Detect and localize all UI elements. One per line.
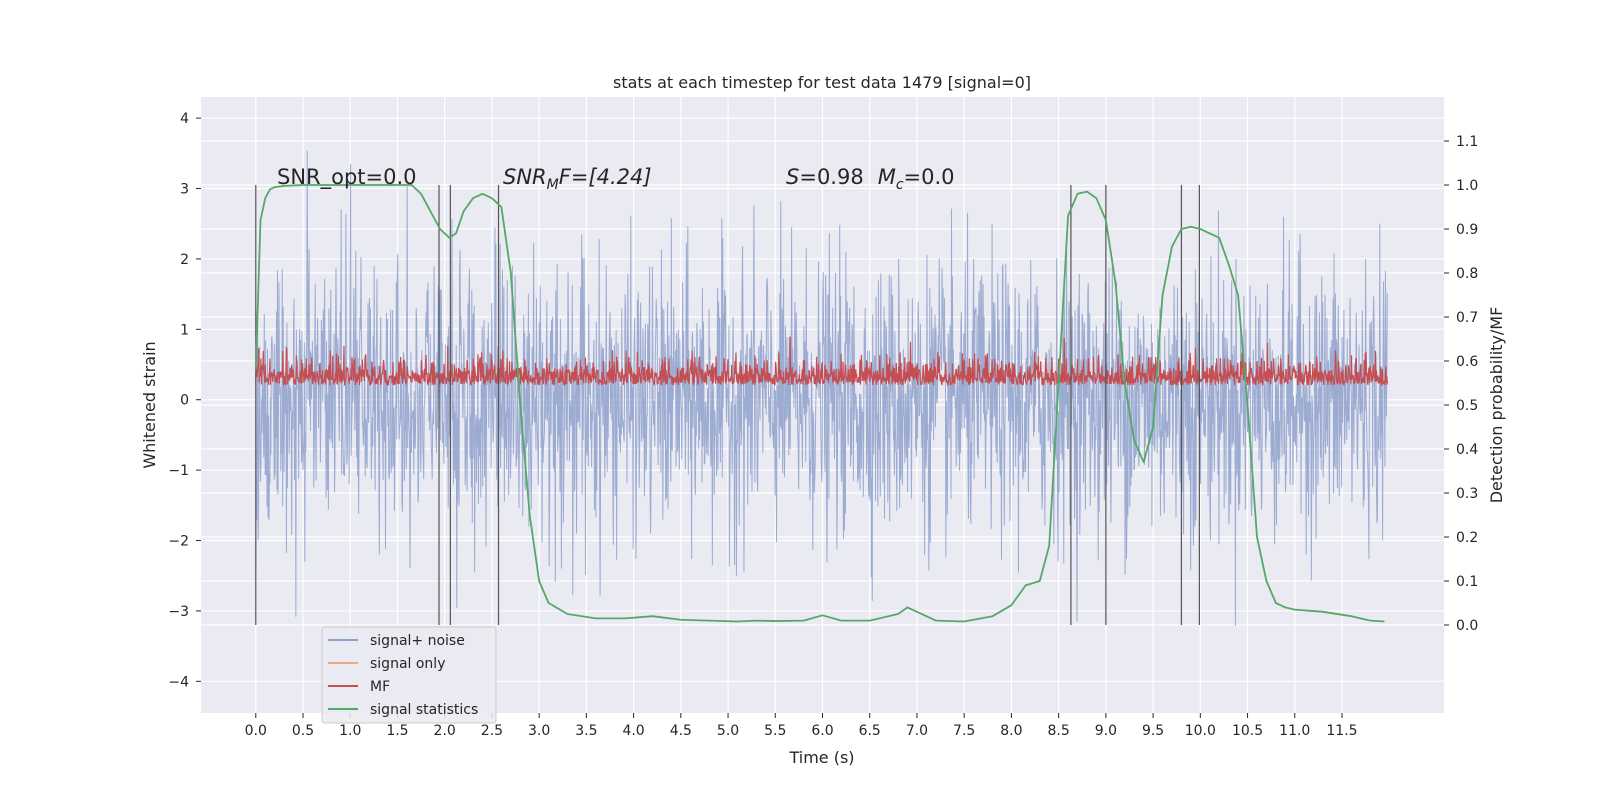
axis-ticks: 0.0 0.5 1.0 1.5 2.0 2.5 3.0 3.5 4.0 4.5 5.0 5.5 6.0 6… <box>168 111 1478 739</box>
y-tick-label: −1 <box>168 463 189 479</box>
y-tick-label: 3 <box>180 182 189 198</box>
x-tick-label: 7.5 <box>953 723 975 739</box>
x-tick-label: 9.0 <box>1095 723 1117 739</box>
legend-label-statistics: signal statistics <box>370 702 478 718</box>
vertical-markers <box>255 185 1200 625</box>
legend-label-noise: signal+ noise <box>370 633 465 649</box>
x-tick-label: 0.5 <box>292 723 314 739</box>
y-tick-label: −3 <box>168 604 189 620</box>
mf-series <box>255 336 1388 388</box>
legend-box <box>321 626 497 724</box>
signal-plus-noise-series <box>255 150 1388 626</box>
x-tick-label: 2.0 <box>434 723 456 739</box>
x-tick-label: 6.5 <box>859 723 881 739</box>
x-tick-label: 1.0 <box>339 723 361 739</box>
x-tick-label: 10.5 <box>1232 723 1263 739</box>
x-tick-label: 5.5 <box>764 723 786 739</box>
x-tick-label: 4.0 <box>622 723 644 739</box>
legend-label-signal-only: signal only <box>370 656 445 672</box>
mf-trace <box>255 336 1388 388</box>
x-tick-label: 0.0 <box>245 723 267 739</box>
y-right-tick-label: 0.8 <box>1456 266 1478 282</box>
y-right-tick-label: 0.0 <box>1456 618 1478 634</box>
legend: signal+ noise signal only MF signal stat… <box>321 626 497 724</box>
x-tick-label: 11.0 <box>1279 723 1310 739</box>
x-tick-label: 6.0 <box>811 723 833 739</box>
x-tick-label: 11.5 <box>1326 723 1357 739</box>
y-tick-label: −4 <box>168 674 189 690</box>
y-tick-label: 0 <box>180 393 189 409</box>
x-tick-label: 3.0 <box>528 723 550 739</box>
y-right-tick-label: 0.9 <box>1456 222 1478 238</box>
y-right-tick-label: 0.4 <box>1456 442 1478 458</box>
legend-label-mf: MF <box>370 679 390 695</box>
annotation-snr-opt: SNR_opt=0.0 <box>277 165 417 190</box>
annotation-s-mc: S=0.98 Mc=0.0 <box>786 165 955 193</box>
y-axis-title: Whitened strain <box>140 341 159 468</box>
y-tick-label: −2 <box>168 534 189 550</box>
x-tick-label: 5.0 <box>717 723 739 739</box>
y-right-tick-label: 0.3 <box>1456 486 1478 502</box>
y-tick-label: 1 <box>180 322 189 338</box>
x-tick-label: 4.5 <box>670 723 692 739</box>
y-tick-label: 4 <box>180 111 189 127</box>
x-tick-label: 8.0 <box>1000 723 1022 739</box>
x-tick-label: 8.5 <box>1047 723 1069 739</box>
chart-title: stats at each timestep for test data 147… <box>613 73 1031 92</box>
x-tick-label: 10.0 <box>1185 723 1216 739</box>
x-tick-label: 1.5 <box>386 723 408 739</box>
annotation-snr-mf: SNRMF=[4.24] <box>503 165 652 193</box>
y-tick-label: 2 <box>180 252 189 268</box>
y-axis-right-title: Detection probability/MF <box>1487 307 1506 504</box>
y-right-tick-label: 1.0 <box>1456 178 1478 194</box>
x-axis-title: Time (s) <box>788 748 854 767</box>
statistics-line <box>254 184 1385 623</box>
y-right-tick-label: 1.1 <box>1456 134 1478 150</box>
x-tick-label: 9.5 <box>1142 723 1164 739</box>
x-tick-label: 2.5 <box>481 723 503 739</box>
y-right-tick-label: 0.5 <box>1456 398 1478 414</box>
signal-statistics-series <box>254 184 1385 623</box>
x-tick-label: 3.5 <box>575 723 597 739</box>
x-tick-label: 7.0 <box>906 723 928 739</box>
y-right-tick-label: 0.1 <box>1456 574 1478 590</box>
noise-trace <box>255 150 1388 626</box>
y-right-tick-label: 0.2 <box>1456 530 1478 546</box>
y-right-tick-label: 0.6 <box>1456 354 1478 370</box>
y-right-tick-label: 0.7 <box>1456 310 1478 326</box>
